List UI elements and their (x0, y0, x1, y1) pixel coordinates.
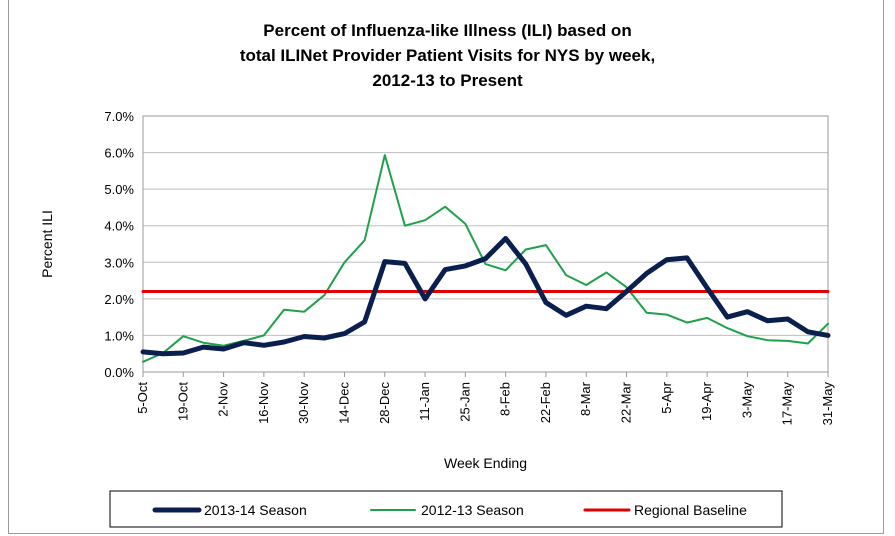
plot-area (142, 115, 829, 373)
x-tick-label: 25-Jan (457, 382, 472, 422)
y-tick-label: 5.0% (104, 182, 134, 197)
x-tick-label: 28-Dec (377, 382, 392, 424)
y-tick-label: 2.0% (104, 292, 134, 307)
chart-title: Percent of Influenza-like Illness (ILI) … (0, 18, 895, 93)
y-tick-label: 7.0% (104, 109, 134, 124)
x-tick-label: 16-Nov (256, 382, 271, 424)
x-tick-label: 3-May (739, 382, 754, 419)
x-tick-label: 17-May (780, 382, 795, 426)
legend-label-2: Regional Baseline (634, 502, 747, 518)
x-tick-label: 5-Oct (135, 382, 150, 414)
x-axis-title: Week Ending (444, 455, 527, 471)
y-tick-label: 4.0% (104, 219, 134, 234)
chart-title-line-2: total ILINet Provider Patient Visits for… (239, 46, 656, 65)
x-tick-label: 14-Dec (336, 382, 351, 424)
x-tick-label: 11-Jan (417, 382, 432, 421)
legend-label-1: 2012-13 Season (421, 502, 524, 518)
series-line-0 (140, 236, 831, 357)
x-tick-label: 22-Mar (619, 381, 634, 423)
chart-title-line-1: Percent of Influenza-like Illness (ILI) … (263, 21, 632, 40)
x-tick-label: 22-Feb (538, 382, 553, 423)
series-line-1 (142, 154, 829, 363)
legend-box (109, 490, 783, 528)
y-tick-label: 6.0% (104, 146, 134, 161)
x-tick-label: 19-Oct (175, 382, 190, 421)
x-tick-label: 8-Feb (498, 382, 513, 416)
y-axis-title: Percent ILI (39, 210, 55, 278)
x-tick-label: 5-Apr (659, 381, 674, 413)
y-tick-label: 1.0% (104, 328, 134, 343)
x-tick-label: 30-Nov (296, 382, 311, 424)
x-tick-label: 8-Mar (578, 381, 593, 416)
x-tick-label: 19-Apr (699, 381, 714, 421)
legend: 2013-14 Season 2012-13 Season Regional Bas… (109, 490, 783, 528)
y-tick-label: 0.0% (104, 365, 134, 380)
x-tick-label: 31-May (820, 382, 835, 426)
legend-label-0: 2013-14 Season (204, 502, 307, 518)
y-tick-label: 3.0% (104, 255, 134, 270)
chart-title-line-3: 2012-13 to Present (372, 71, 523, 90)
x-tick-label: 2-Nov (216, 382, 231, 417)
